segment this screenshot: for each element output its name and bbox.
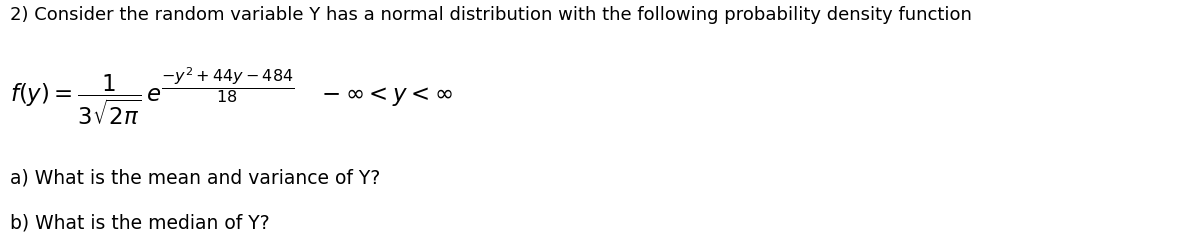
Text: 2) Consider the random variable Y has a normal distribution with the following p: 2) Consider the random variable Y has a … xyxy=(10,6,972,24)
Text: a) What is the mean and variance of Y?: a) What is the mean and variance of Y? xyxy=(10,169,380,188)
Text: b) What is the median of Y?: b) What is the median of Y? xyxy=(10,213,269,232)
Text: $f(y) = \dfrac{1}{3\sqrt{2\pi}}\,e^{\dfrac{-y^2+44y-484}{18}} \quad - \infty < y: $f(y) = \dfrac{1}{3\sqrt{2\pi}}\,e^{\dfr… xyxy=(10,65,452,127)
